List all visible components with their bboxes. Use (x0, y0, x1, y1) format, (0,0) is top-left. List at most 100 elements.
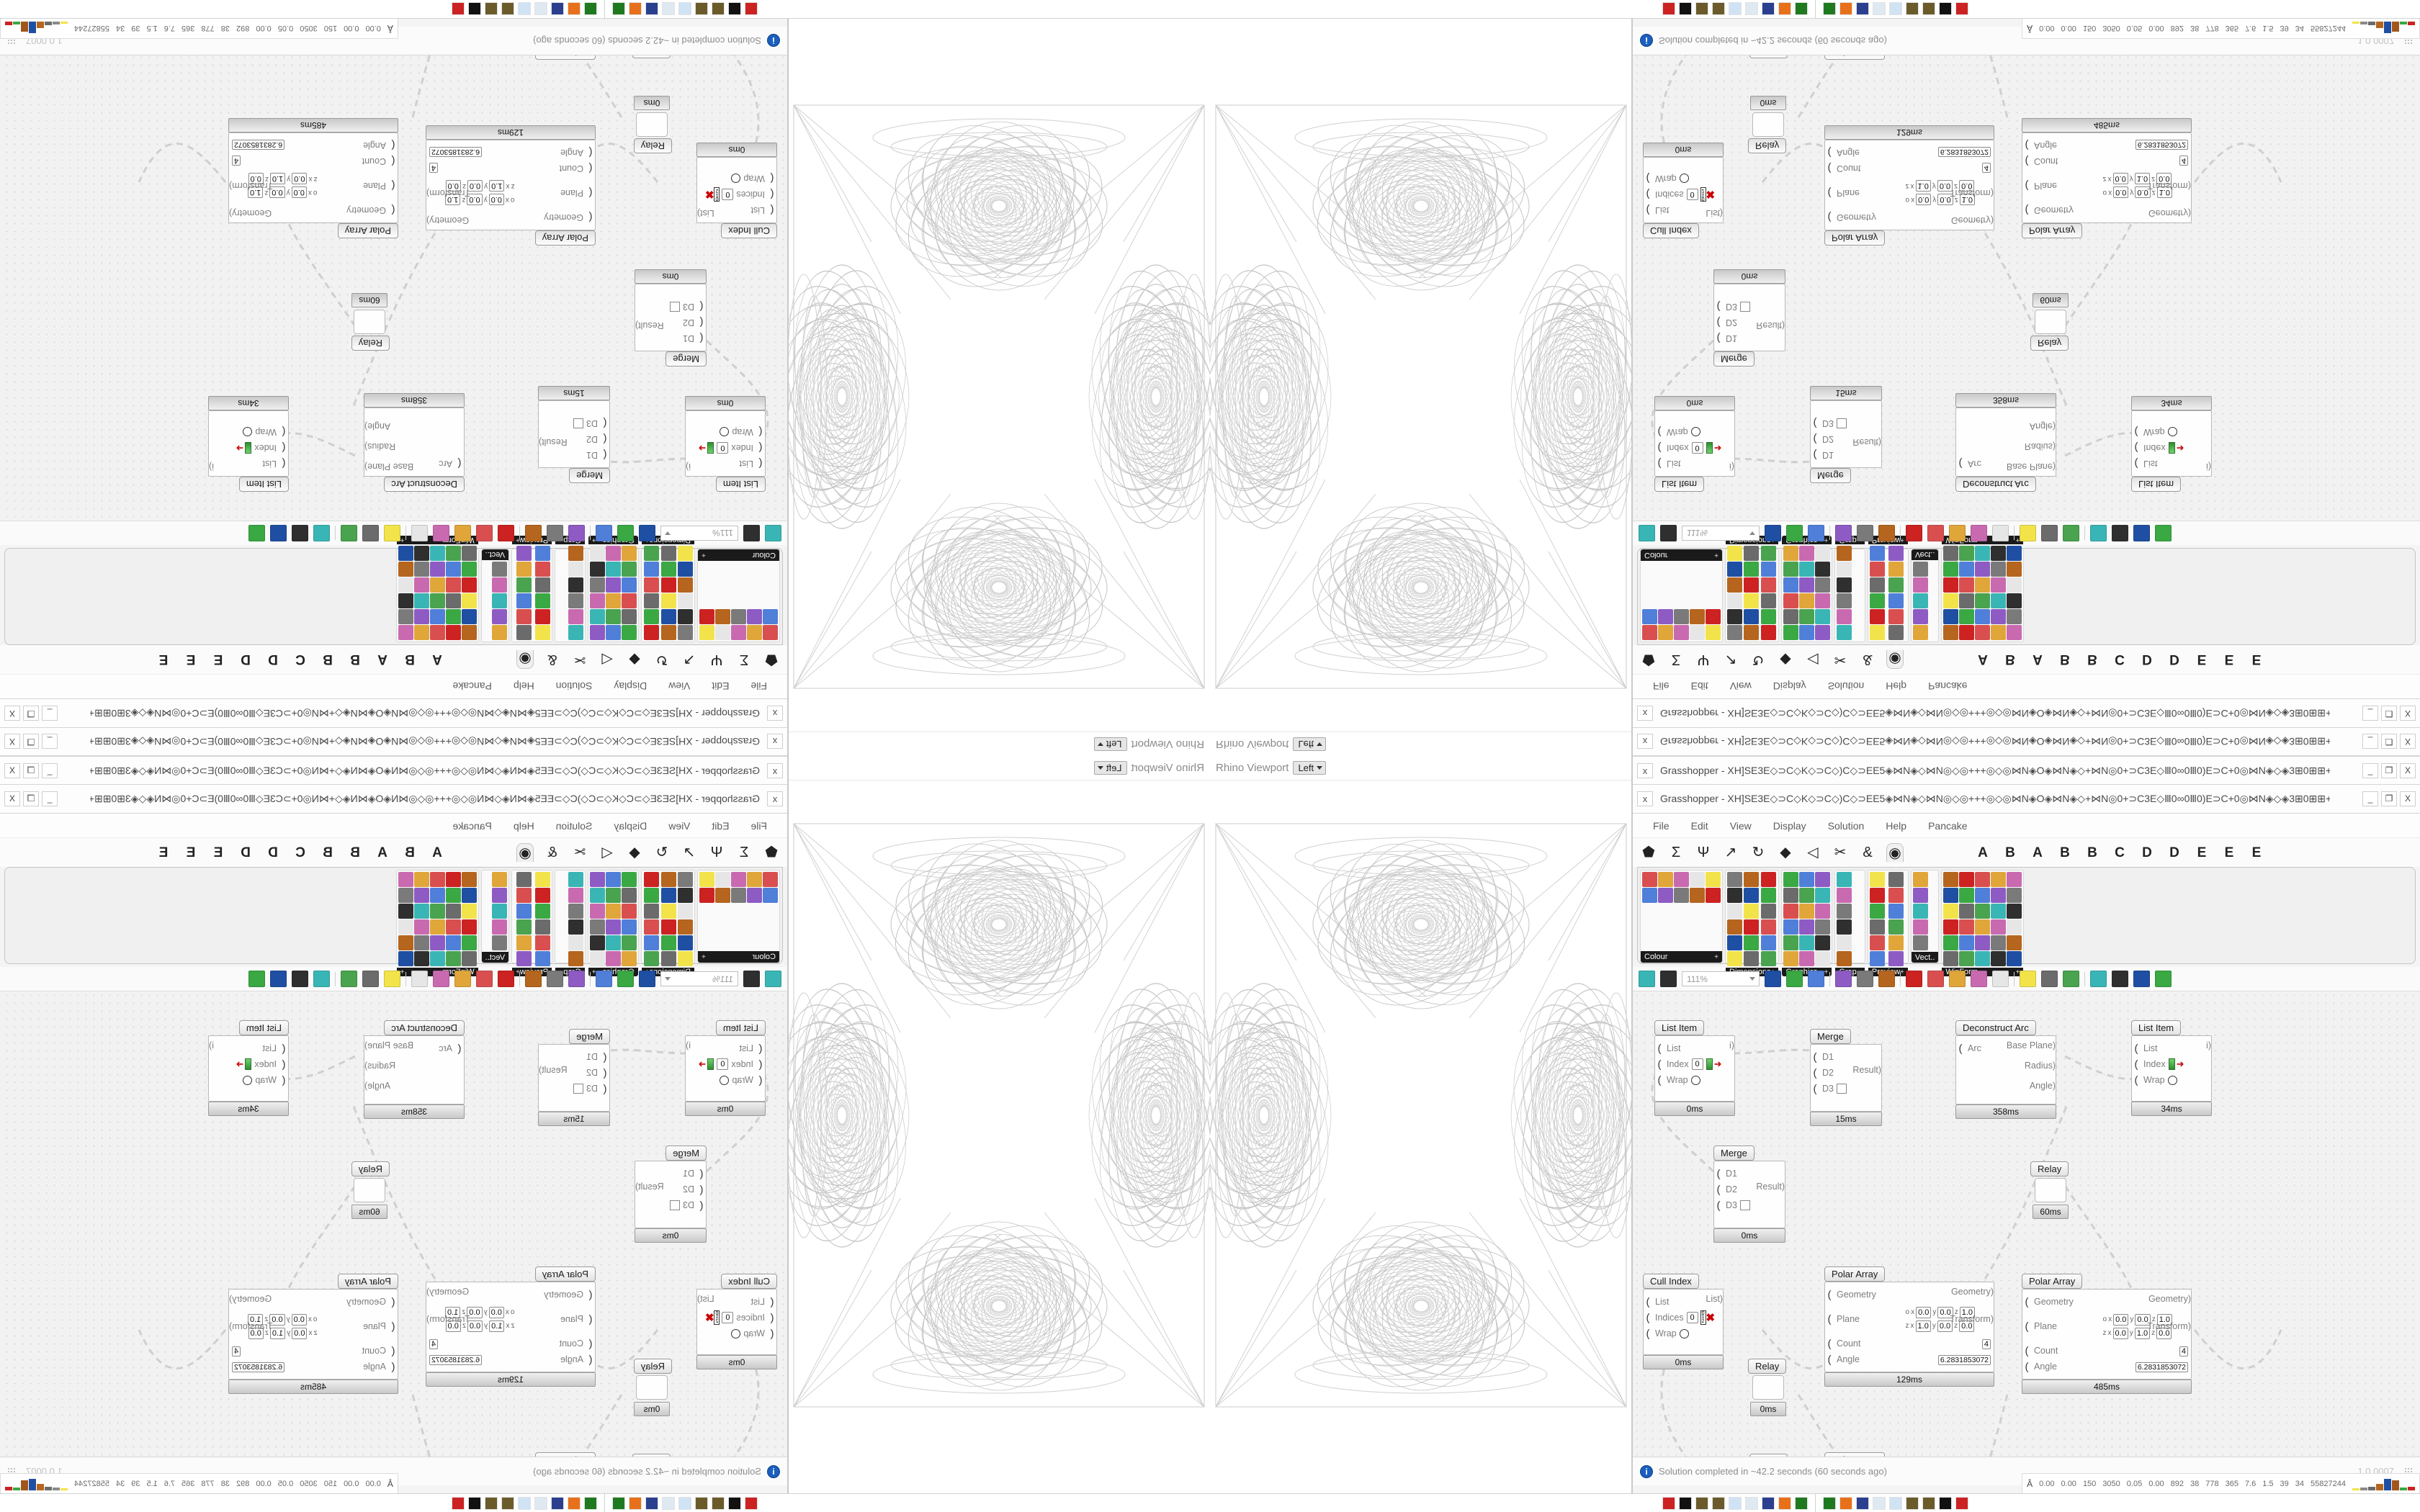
node-pin[interactable]: ( (758, 1074, 763, 1086)
node-title[interactable]: Polar Array (1824, 1266, 1886, 1282)
node-pin[interactable]: ) (1781, 320, 1785, 330)
gh-node-relay-3[interactable]: Relay1ms (632, 1454, 671, 1457)
component-icon[interactable] (678, 951, 693, 966)
slider-widget[interactable] (707, 1058, 714, 1070)
gh-node-merge-1[interactable]: Merge(D1(D2(D3 Result) 15ms (1810, 386, 1882, 483)
component-icon[interactable] (2007, 546, 2022, 561)
document-icon[interactable] (1906, 525, 1922, 541)
node-title[interactable]: Cull Index (721, 223, 777, 238)
menu-item-help[interactable]: Help (1886, 819, 1907, 832)
menu-item-file[interactable]: File (750, 680, 767, 693)
node-pin[interactable]: ) (229, 1294, 233, 1304)
component-icon[interactable] (1943, 609, 1959, 624)
rhino-viewport-panel[interactable]: Rhino Viewport Left (1210, 756, 1632, 1493)
ribbon-group-dimensions[interactable]: Dimensions+ (640, 536, 695, 642)
node-pin[interactable]: ( (603, 1066, 607, 1079)
node-title[interactable]: Polar Array (2022, 223, 2083, 238)
node-pin[interactable]: ( (770, 204, 774, 217)
component-icon[interactable] (1959, 609, 1975, 624)
component-icon[interactable] (678, 562, 693, 577)
close-tab-icon[interactable]: x (767, 734, 783, 749)
node-title[interactable]: List Item (1654, 477, 1705, 492)
bubble-icon[interactable] (1971, 525, 1987, 541)
component-icon[interactable] (1975, 562, 1991, 577)
node-pin[interactable]: ( (1813, 417, 1817, 430)
node-title[interactable]: Relay (632, 55, 671, 58)
document-icon[interactable] (498, 971, 514, 987)
gh-node-cull-index-1[interactable]: Cull Index(List(Indices 0 0 1 2 ✖(Wrap List) 0m… (696, 1274, 777, 1369)
document-icon[interactable] (498, 525, 514, 541)
component-icon[interactable] (461, 904, 477, 919)
node-pin[interactable]: ) (635, 1182, 639, 1192)
count-input[interactable]: 4 (429, 163, 439, 174)
relay-body[interactable] (2035, 310, 2066, 334)
node-title[interactable]: List Item (715, 1020, 766, 1035)
ribbon-group-vector[interactable]: Vect.. (480, 549, 510, 642)
plane-component-input[interactable]: 1.0 (2156, 1313, 2172, 1326)
quadrant-top-left[interactable]: Rhino Viewport Left (0, 0, 1210, 756)
tab-psi-icon[interactable]: Ψ (710, 845, 723, 860)
tab-letter-9[interactable]: E (2224, 652, 2234, 667)
taskbar-docs-icon[interactable] (662, 1496, 676, 1510)
component-icon[interactable] (1744, 888, 1760, 903)
empty-param-box[interactable] (1836, 1084, 1847, 1094)
component-icon[interactable] (605, 562, 621, 577)
boolean-toggle[interactable] (1679, 174, 1689, 184)
tab-letter-7[interactable]: D (2169, 652, 2179, 667)
component-icon[interactable] (1727, 951, 1742, 966)
component-icon[interactable] (1815, 609, 1831, 624)
node-pin[interactable]: ) (1719, 1294, 1723, 1304)
component-icon[interactable] (621, 562, 637, 577)
node-body[interactable]: (Arc Base Plane) Radius) Angle) (364, 408, 465, 477)
open-file-icon[interactable] (1639, 525, 1655, 541)
grasshopper-canvas[interactable]: List Item(List(Index 0 ➜(Wrap i) 0ms Merge(D1… (1633, 991, 2420, 1457)
gh-node-list-item-2[interactable]: List Item(List(Index ➜(Wrap i) 34ms (2131, 1020, 2212, 1116)
ribbon-expand-icon[interactable]: + (702, 551, 706, 559)
node-title[interactable]: List Item (1654, 1020, 1705, 1035)
component-icon[interactable] (678, 546, 693, 561)
node-pin[interactable]: ( (391, 139, 395, 152)
ribbon-group-label[interactable]: Colour + (698, 549, 779, 561)
component-icon[interactable] (605, 888, 621, 903)
component-icon[interactable] (1959, 625, 1975, 640)
ribbon-group-graphs[interactable]: Grap.. (1834, 536, 1865, 642)
component-icon[interactable] (1783, 935, 1799, 950)
ribbon-group-winform[interactable]: WinForm+ (1941, 870, 2025, 976)
taskbar-walnut-icon[interactable] (1695, 2, 1708, 16)
plane-component-input[interactable]: 0.0 (1916, 194, 1932, 206)
component-icon[interactable] (413, 919, 429, 935)
ribbon-group-colour[interactable]: Colour + (697, 870, 780, 963)
ribbon-expand-icon[interactable]: + (1824, 968, 1829, 976)
search-icon[interactable] (1927, 525, 1944, 541)
maximize-icon[interactable]: ❐ (2381, 791, 2397, 806)
taskbar-rhino-icon[interactable] (1662, 2, 1675, 16)
taskbar-walnut-icon[interactable] (1905, 1496, 1919, 1510)
component-icon[interactable] (492, 609, 508, 624)
component-icon[interactable] (429, 562, 445, 577)
component-icon[interactable] (413, 872, 429, 887)
node-pin[interactable]: ( (1657, 426, 1662, 438)
menu-item-display[interactable]: Display (1773, 680, 1806, 693)
component-icon[interactable] (1991, 935, 2007, 950)
component-icon[interactable] (605, 577, 621, 593)
gha-assembly-icon[interactable] (525, 525, 542, 541)
node-pin[interactable]: ) (209, 1040, 212, 1050)
component-icon[interactable] (1727, 872, 1742, 887)
node-body[interactable]: (D1(D2(D3 Result) (1713, 284, 1785, 351)
component-icon[interactable] (568, 888, 583, 903)
background-window-controls[interactable]: _ ❐ X (4, 734, 58, 749)
angle-input[interactable]: 6.2831853072 (232, 140, 285, 150)
component-icon[interactable] (492, 625, 508, 640)
node-pin[interactable]: ( (1657, 1074, 1662, 1086)
component-icon[interactable] (461, 935, 477, 950)
index-input[interactable]: 0 (1686, 189, 1698, 200)
component-icon[interactable] (568, 919, 583, 935)
index-input[interactable]: 0 (717, 1058, 729, 1070)
node-body[interactable]: (List(Index ➜(Wrap i) (208, 1035, 289, 1102)
window-controls[interactable]: _ ❐ X (4, 791, 58, 806)
menu-item-file[interactable]: File (1653, 680, 1670, 693)
component-icon[interactable] (1760, 546, 1776, 561)
component-icon[interactable] (1837, 935, 1852, 950)
